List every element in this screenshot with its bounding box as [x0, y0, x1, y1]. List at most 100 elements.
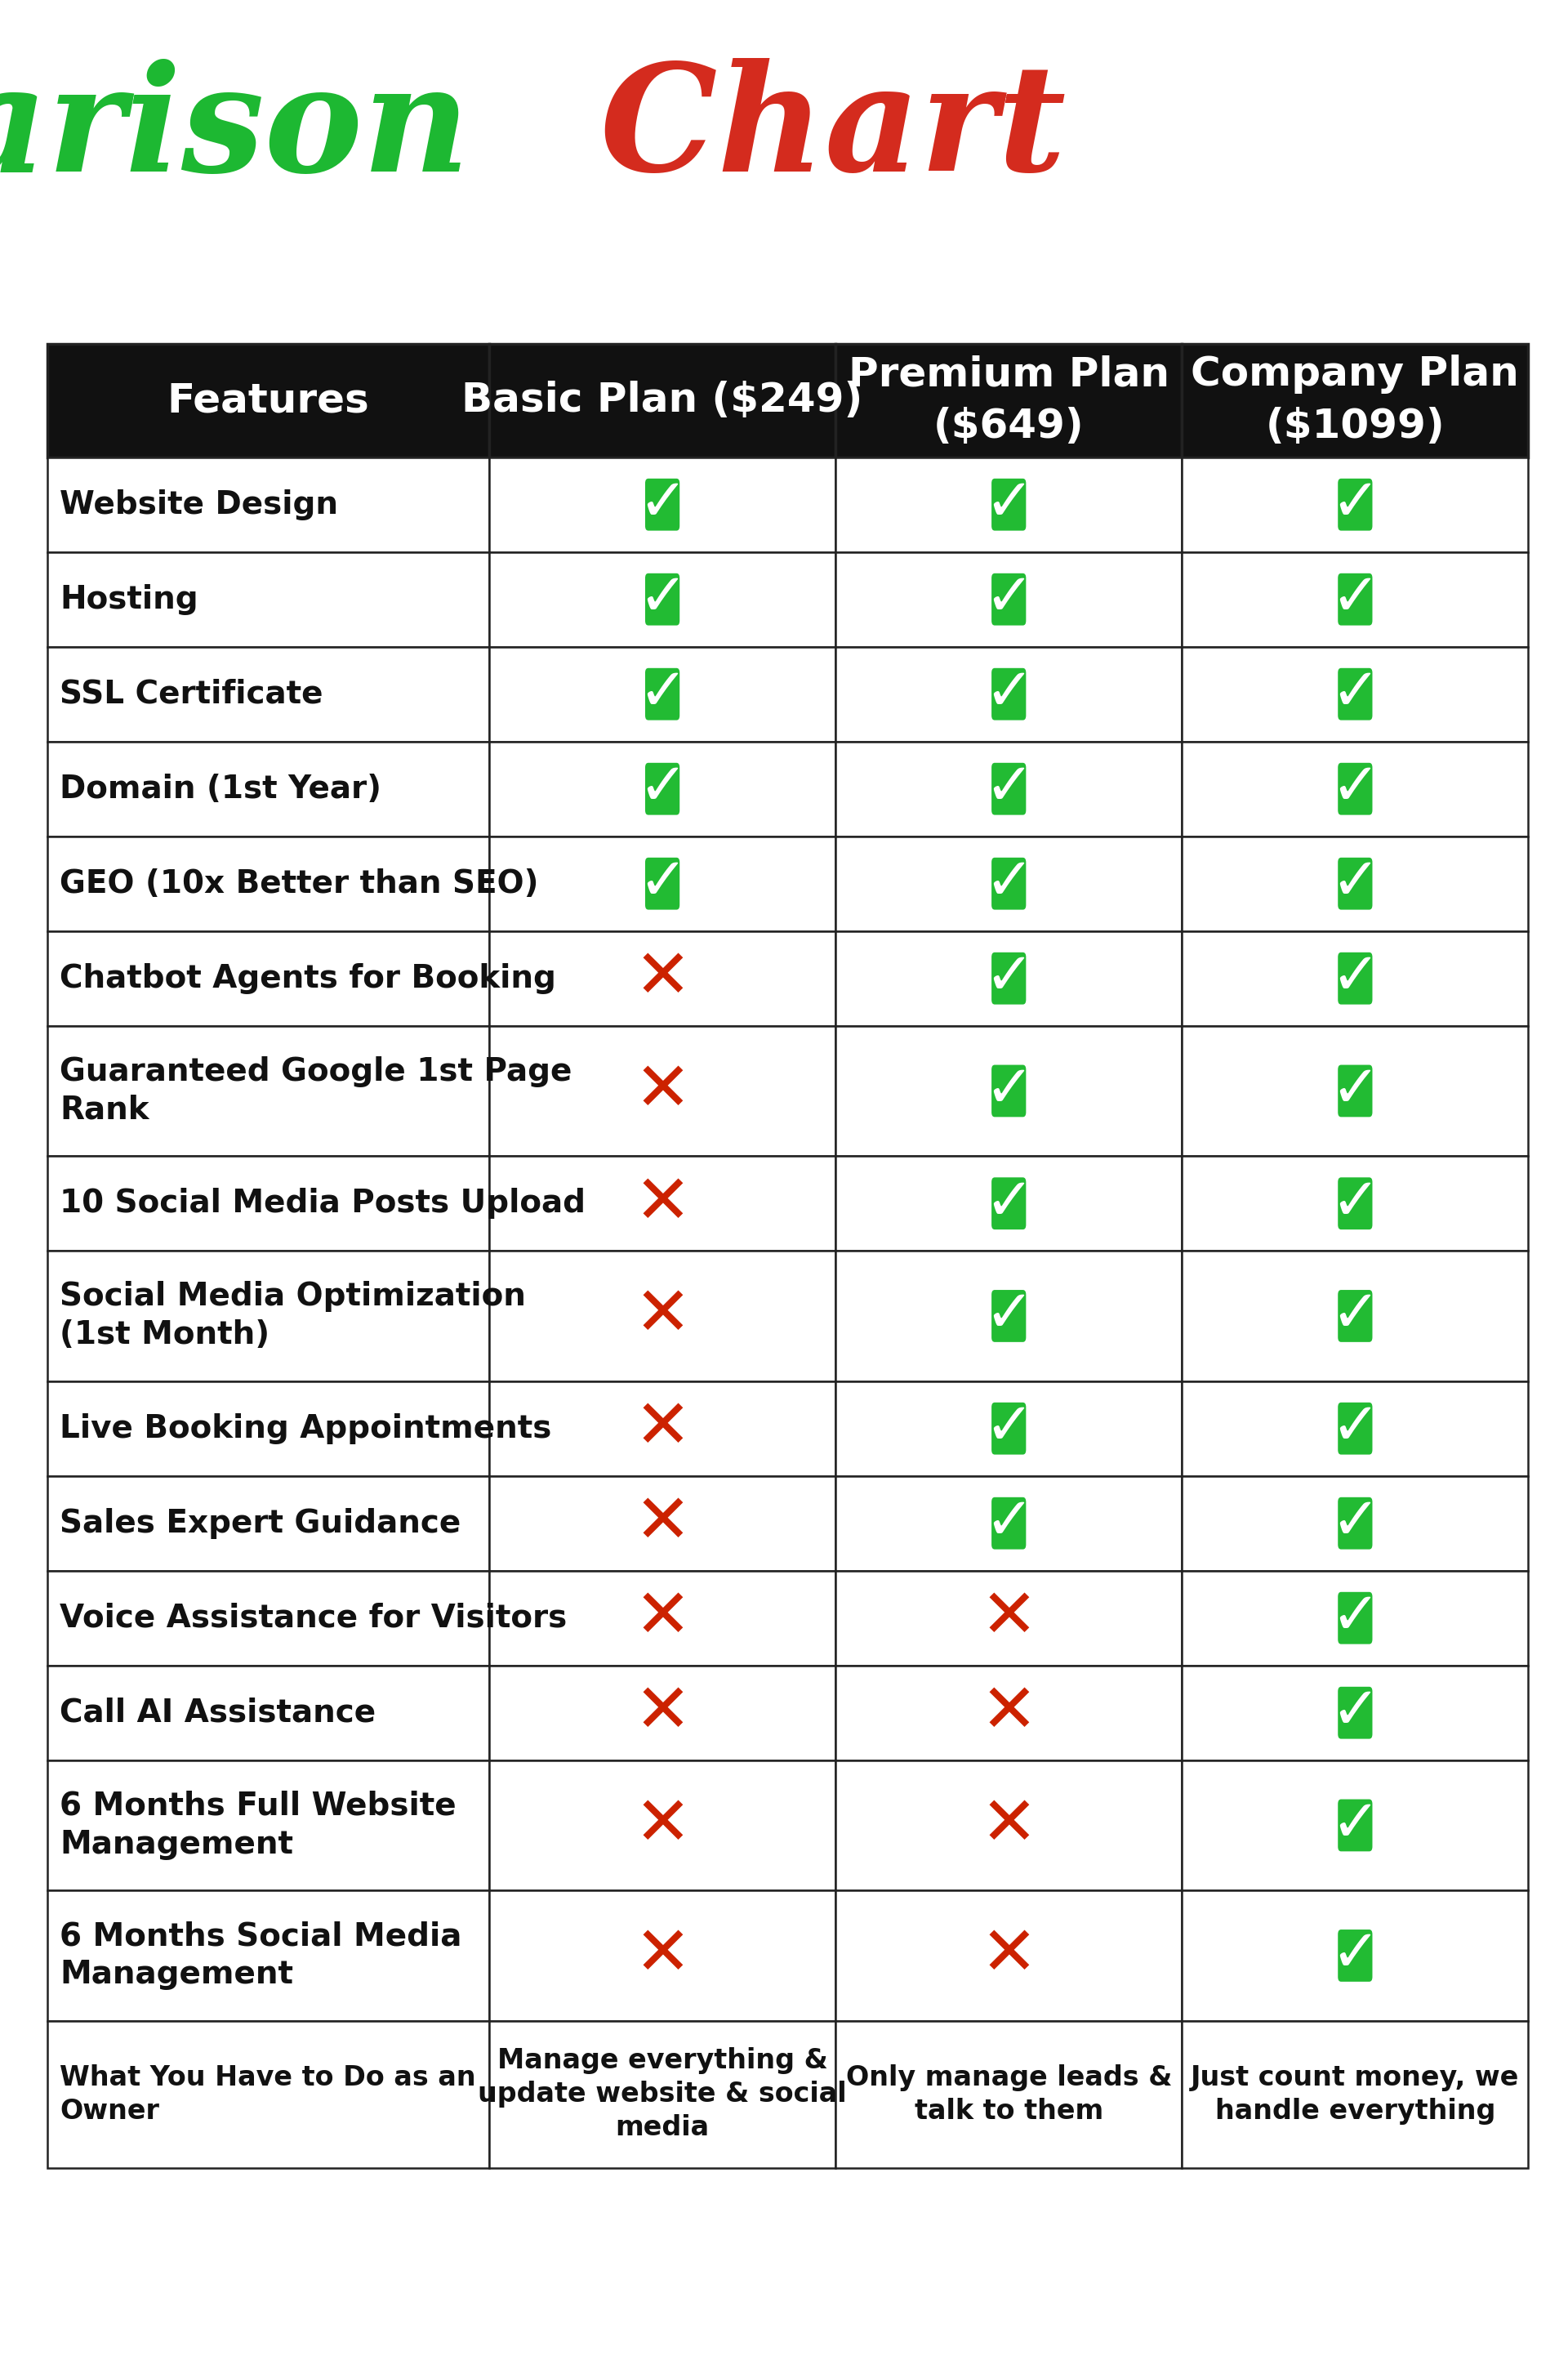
Bar [47, 836, 489, 931]
Text: ✕: ✕ [980, 1793, 1038, 1857]
FancyBboxPatch shape [1338, 1402, 1372, 1455]
Text: ✓: ✓ [985, 476, 1033, 533]
Text: ✕: ✕ [633, 1793, 691, 1857]
Bar [47, 457, 489, 552]
Text: ✓: ✓ [1330, 476, 1380, 533]
Bar [489, 1760, 836, 1890]
Bar [1182, 1156, 1529, 1251]
FancyBboxPatch shape [991, 1402, 1025, 1455]
Text: ✕: ✕ [980, 1680, 1038, 1746]
Bar [1182, 1476, 1529, 1571]
Bar [489, 1026, 836, 1156]
Text: ✓: ✓ [1330, 1684, 1380, 1741]
Bar [836, 1251, 1182, 1381]
Text: Comparison: Comparison [0, 59, 470, 201]
Text: ✕: ✕ [633, 1680, 691, 1746]
Text: ✓: ✓ [985, 1289, 1033, 1343]
Text: 6 Months Social Media
Management: 6 Months Social Media Management [60, 1921, 461, 1990]
Bar [47, 1571, 489, 1665]
Bar [836, 1156, 1182, 1251]
Bar [489, 1476, 836, 1571]
Bar [836, 647, 1182, 741]
Text: Just count money, we
handle everything: Just count money, we handle everything [1190, 2063, 1519, 2125]
FancyBboxPatch shape [1338, 1687, 1372, 1739]
FancyBboxPatch shape [991, 1066, 1025, 1118]
Bar [1182, 552, 1529, 647]
Text: Chatbot Agents for Booking: Chatbot Agents for Booking [60, 962, 557, 995]
Text: ✓: ✓ [1330, 1400, 1380, 1457]
Text: ✕: ✕ [633, 1059, 691, 1123]
Bar [1182, 1381, 1529, 1476]
Text: ✕: ✕ [980, 1924, 1038, 1988]
Text: ✓: ✓ [1330, 666, 1380, 723]
Text: ✓: ✓ [985, 950, 1033, 1007]
FancyBboxPatch shape [1338, 479, 1372, 531]
FancyBboxPatch shape [991, 952, 1025, 1004]
Text: Domain (1st Year): Domain (1st Year) [60, 772, 381, 805]
Bar [489, 344, 836, 457]
FancyBboxPatch shape [1338, 668, 1372, 720]
Bar [489, 457, 836, 552]
Text: ✓: ✓ [638, 476, 687, 533]
Text: Call AI Assistance: Call AI Assistance [60, 1696, 376, 1729]
Text: ✓: ✓ [1330, 1928, 1380, 1983]
Bar [47, 931, 489, 1026]
FancyBboxPatch shape [991, 479, 1025, 531]
Bar [47, 1251, 489, 1381]
Bar [836, 344, 1182, 457]
FancyBboxPatch shape [1338, 1931, 1372, 1983]
FancyBboxPatch shape [991, 763, 1025, 815]
FancyBboxPatch shape [1338, 573, 1372, 625]
Text: ✓: ✓ [1330, 1064, 1380, 1118]
Text: ✓: ✓ [638, 760, 687, 817]
Bar [1182, 1251, 1529, 1381]
Text: ✓: ✓ [985, 1495, 1033, 1552]
Text: Only manage leads &
talk to them: Only manage leads & talk to them [845, 2063, 1171, 2125]
Text: Live Booking Appointments: Live Booking Appointments [60, 1412, 552, 1445]
Bar [836, 836, 1182, 931]
Text: GEO (10x Better than SEO): GEO (10x Better than SEO) [60, 867, 538, 900]
Bar [489, 1890, 836, 2021]
FancyBboxPatch shape [991, 573, 1025, 625]
Bar [836, 1381, 1182, 1476]
Bar [489, 836, 836, 931]
Text: ✓: ✓ [1330, 760, 1380, 817]
FancyBboxPatch shape [1338, 763, 1372, 815]
Text: ✓: ✓ [1330, 1175, 1380, 1232]
Text: ✓: ✓ [638, 855, 687, 912]
Text: Hosting: Hosting [60, 583, 198, 616]
FancyBboxPatch shape [991, 1291, 1025, 1343]
Text: ✓: ✓ [1330, 571, 1380, 628]
Bar [1182, 931, 1529, 1026]
Bar [1182, 2021, 1529, 2168]
Bar [489, 552, 836, 647]
Bar [836, 1665, 1182, 1760]
FancyBboxPatch shape [991, 858, 1025, 910]
Text: Guaranteed Google 1st Page
Rank: Guaranteed Google 1st Page Rank [60, 1057, 572, 1125]
Bar [1182, 741, 1529, 836]
FancyBboxPatch shape [1338, 952, 1372, 1004]
FancyBboxPatch shape [1338, 1800, 1372, 1853]
Bar [836, 931, 1182, 1026]
Text: ✓: ✓ [1330, 1495, 1380, 1552]
Bar [47, 647, 489, 741]
Text: ✓: ✓ [985, 666, 1033, 723]
Bar [47, 1476, 489, 1571]
Bar [489, 1251, 836, 1381]
Text: Features: Features [166, 381, 370, 419]
Bar [47, 552, 489, 647]
Text: ✓: ✓ [1330, 1798, 1380, 1853]
Text: ✓: ✓ [638, 666, 687, 723]
Bar [836, 457, 1182, 552]
Text: ✓: ✓ [985, 760, 1033, 817]
Text: What You Have to Do as an
Owner: What You Have to Do as an Owner [60, 2063, 475, 2125]
Bar [836, 552, 1182, 647]
Bar [489, 647, 836, 741]
Bar [1182, 1026, 1529, 1156]
Bar [1182, 457, 1529, 552]
FancyBboxPatch shape [991, 668, 1025, 720]
Text: ✕: ✕ [980, 1585, 1038, 1651]
Text: SSL Certificate: SSL Certificate [60, 678, 323, 711]
FancyBboxPatch shape [1338, 1497, 1372, 1549]
Text: ✓: ✓ [1330, 855, 1380, 912]
